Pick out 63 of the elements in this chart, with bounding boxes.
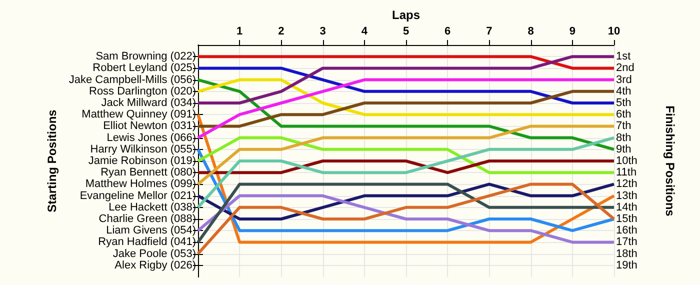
line-series — [196, 66, 616, 104]
x-tick-label: 6 — [444, 26, 451, 38]
y-tick-label: 12th — [616, 178, 638, 190]
text: Sam Browning (022) — [96, 50, 196, 63]
y-tick-label: 7th — [616, 120, 632, 132]
x-tick-label: 8 — [528, 26, 534, 38]
text: Jack Millward (034) — [101, 97, 196, 109]
y-tick-label: 13th — [616, 190, 638, 202]
text: Liam Givens (054) — [106, 224, 196, 237]
y-tick-label: 14th — [616, 201, 638, 214]
y-tick-label: 10th — [616, 155, 638, 167]
y-tick-label: 19th — [616, 259, 638, 272]
y-tick-label: 1st — [616, 50, 631, 63]
text: Matthew Holmes (099) — [85, 178, 196, 190]
x-axis-title: Laps — [392, 8, 420, 22]
text: Lewis Jones (066) — [106, 132, 196, 144]
text: Robert Leyland (025) — [92, 62, 196, 74]
y-tick-label: 4th — [616, 85, 632, 98]
line-series — [196, 78, 616, 140]
text: Evangeline Mellor (021) — [80, 190, 196, 202]
x-tick-label: 3 — [320, 26, 326, 38]
text: Ryan Hadfield (041) — [98, 236, 196, 248]
text: Starting Positions — [44, 109, 59, 212]
line-series — [196, 136, 616, 209]
text: Charlie Green (088) — [98, 213, 196, 225]
line-series — [196, 55, 616, 104]
y-tick-label: 11th — [616, 166, 637, 179]
y-tick-label: 6th — [616, 108, 632, 121]
text: Matthew Quinney (091) — [82, 108, 196, 121]
line-series — [196, 194, 616, 244]
y-tick-label: 18th — [616, 248, 638, 260]
x-tick-label: 5 — [402, 26, 410, 38]
y-axis-title: Finishing Positions — [663, 106, 677, 217]
y-tick-label: 8th — [616, 132, 632, 144]
y-tick-label: 2nd — [616, 62, 634, 74]
y-tick-label: 3rd — [616, 74, 632, 86]
x-tick-label: 4 — [361, 26, 368, 38]
y-tick-label: 9th — [616, 143, 632, 156]
text: Alex Rigby (026) — [114, 259, 196, 272]
line-series — [196, 90, 616, 128]
text: Ross Darlington (020) — [89, 85, 196, 98]
line-series — [196, 182, 616, 220]
line-series — [196, 124, 616, 186]
text: Jake Campbell-Mills (056) — [68, 74, 196, 86]
line-series — [196, 78, 616, 151]
text: Harry Wilkinson (055) — [90, 143, 196, 156]
text: Jamie Robinson (019) — [88, 155, 196, 167]
y-tick-label: 5th — [616, 97, 632, 109]
text: Ryan Bennett (080) — [100, 166, 196, 179]
text: Lee Hackett (038) — [108, 201, 196, 214]
line-series — [196, 182, 616, 256]
line-series — [196, 136, 616, 174]
y-tick-label: 16th — [616, 224, 638, 237]
y-tick-label: 15th — [616, 213, 638, 225]
text: Elliot Newton (031) — [103, 120, 196, 132]
x-tick-label: 9 — [569, 26, 576, 38]
x-tick-label: 7 — [486, 26, 492, 38]
y-tick-label: 17th — [616, 236, 638, 248]
x-tick-label: 2 — [278, 26, 284, 38]
x-tick-label: 10 — [608, 26, 620, 38]
line-series — [196, 78, 616, 116]
x-tick-label: 1 — [236, 26, 243, 38]
text: Jake Poole (053) — [112, 248, 196, 260]
